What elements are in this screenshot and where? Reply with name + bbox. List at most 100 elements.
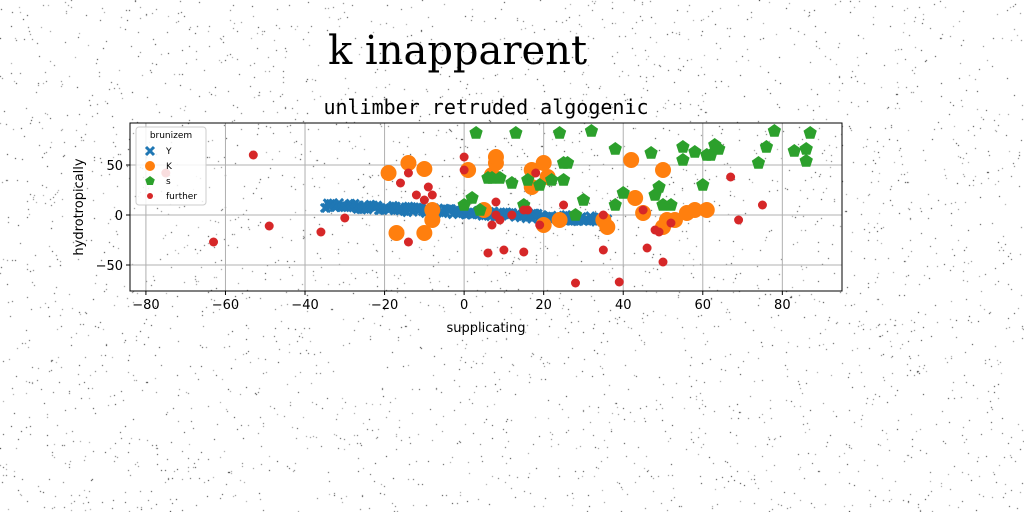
data-point: [427, 190, 437, 200]
data-point: [551, 212, 568, 228]
data-point: [487, 149, 504, 165]
data-point: [598, 245, 608, 255]
data-point: [638, 205, 648, 215]
data-point: [507, 210, 517, 220]
data-point: [688, 145, 702, 158]
data-point: [416, 161, 433, 177]
data-point: [666, 218, 676, 228]
y-tick-label: 50: [106, 159, 123, 174]
data-point: [248, 150, 258, 160]
data-point: [726, 172, 736, 182]
data-point: [570, 278, 580, 288]
data-point: [495, 215, 505, 225]
data-point: [614, 277, 624, 287]
data-point: [576, 193, 591, 206]
legend-label: further: [166, 192, 197, 202]
data-marks: [161, 124, 817, 288]
data-point: [676, 140, 690, 153]
data-point: [616, 186, 630, 199]
data-point: [686, 202, 703, 218]
data-point: [509, 126, 523, 139]
plot-frame: [129, 122, 843, 292]
legend-label: Y: [165, 147, 172, 157]
data-point: [642, 243, 652, 253]
data-point: [403, 168, 413, 178]
data-point: [505, 176, 519, 189]
data-point: [644, 146, 658, 159]
data-point: [734, 215, 744, 225]
data-point: [698, 202, 715, 218]
data-point: [473, 203, 487, 216]
series-s: [457, 124, 817, 221]
chart-title: unlimber retruded algogenic: [323, 95, 648, 119]
data-point: [696, 178, 710, 191]
data-point: [424, 202, 441, 218]
data-point: [787, 144, 801, 157]
legend-marker: [145, 176, 155, 185]
data-point: [676, 153, 690, 166]
data-point: [767, 124, 781, 137]
data-point: [652, 180, 666, 193]
data-point: [388, 225, 405, 241]
series-further: [161, 150, 767, 288]
data-point: [799, 142, 813, 155]
data-point: [487, 220, 497, 230]
data-point: [519, 247, 529, 257]
data-point: [395, 178, 405, 188]
x-tick-label: 80: [774, 298, 791, 313]
data-point: [457, 198, 471, 211]
x-axis-label: supplicating: [446, 321, 525, 336]
x-tick-label: −60: [212, 298, 239, 313]
data-point: [803, 126, 817, 139]
data-point: [757, 200, 767, 210]
data-point: [264, 221, 274, 231]
x-tick-label: 0: [460, 298, 468, 313]
data-point: [423, 182, 433, 192]
data-point: [627, 190, 644, 206]
legend-marker: [147, 193, 153, 199]
data-point: [535, 155, 552, 171]
data-point: [493, 171, 507, 184]
data-point: [491, 197, 501, 207]
data-point: [545, 173, 559, 186]
data-point: [483, 248, 493, 258]
data-point: [623, 152, 640, 168]
data-point: [608, 198, 622, 211]
data-point: [712, 142, 726, 155]
x-tick-label: 20: [535, 298, 552, 313]
x-tick-label: 40: [615, 298, 632, 313]
data-point: [459, 152, 469, 162]
data-point: [499, 245, 509, 255]
data-point: [533, 178, 547, 191]
legend-marker: [145, 161, 155, 171]
data-point: [584, 124, 599, 137]
figure-suptitle: k inapparent: [327, 28, 588, 74]
data-point: [599, 219, 616, 235]
data-point: [556, 173, 571, 186]
data-point: [560, 156, 575, 169]
data-point: [535, 220, 545, 230]
x-tick-label: −80: [132, 298, 159, 313]
data-point: [316, 227, 326, 237]
data-point: [552, 126, 567, 139]
legend: brunizem YKs further: [135, 126, 207, 206]
data-point: [521, 173, 535, 186]
data-point: [700, 148, 714, 161]
data-point: [559, 200, 569, 210]
x-tick-label: −40: [291, 298, 318, 313]
legend-marker: [144, 145, 156, 157]
data-point: [799, 154, 813, 167]
data-point: [759, 140, 774, 153]
data-point: [664, 198, 678, 211]
x-tick-label: −20: [371, 298, 398, 313]
data-point: [411, 190, 421, 200]
data-point: [209, 237, 219, 247]
legend-label: s: [166, 177, 171, 187]
data-point: [519, 205, 529, 215]
ticks: −80 −60 −40 −20 0 20 40 60 80 −50 0 50: [96, 159, 791, 313]
x-tick-label: 60: [695, 298, 712, 313]
data-point: [654, 227, 664, 237]
data-point: [380, 165, 397, 181]
y-tick-label: 0: [115, 209, 123, 224]
